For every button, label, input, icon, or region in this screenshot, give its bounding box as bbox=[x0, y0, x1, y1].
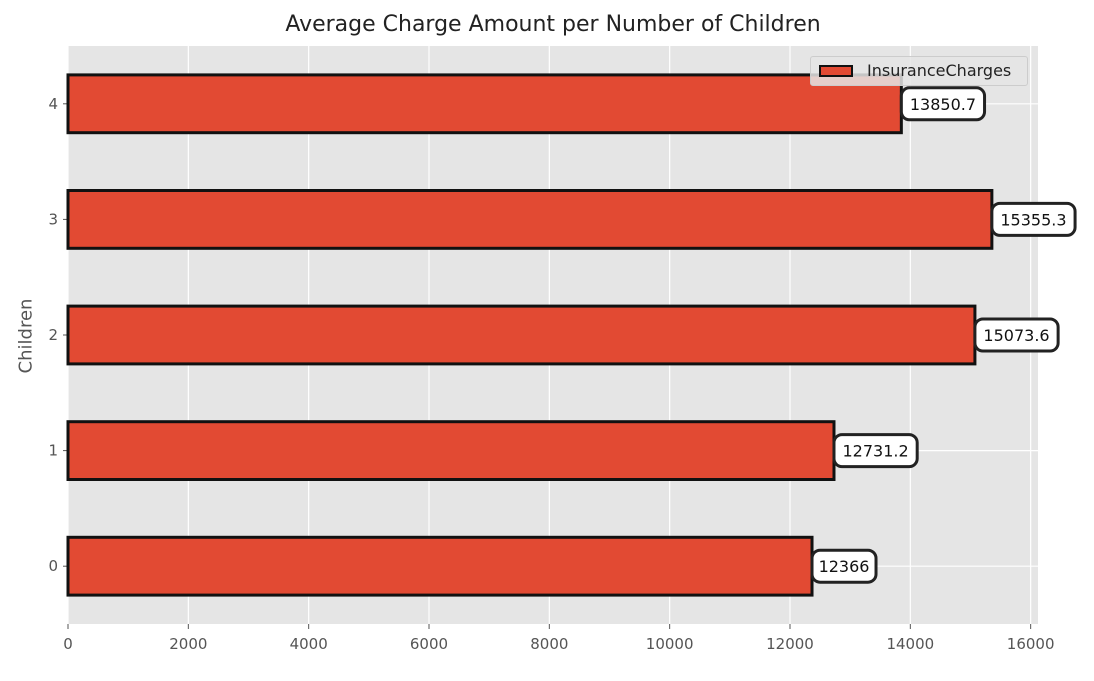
bar bbox=[66, 420, 836, 482]
bar bbox=[66, 535, 814, 597]
legend-label: InsuranceCharges bbox=[867, 61, 1012, 80]
chart-title: Average Charge Amount per Number of Chil… bbox=[285, 12, 821, 37]
data-label: 12731.2 bbox=[843, 442, 909, 461]
y-tick-label: 4 bbox=[48, 95, 58, 113]
legend-swatch bbox=[819, 65, 853, 77]
bar bbox=[66, 73, 903, 135]
x-tick-label: 12000 bbox=[766, 635, 814, 653]
x-tick-label: 4000 bbox=[290, 635, 328, 653]
data-label-box bbox=[832, 433, 919, 469]
data-label-box bbox=[810, 548, 878, 584]
x-tick-label: 16000 bbox=[1007, 635, 1055, 653]
data-label-box bbox=[973, 317, 1060, 353]
y-tick-label: 0 bbox=[48, 557, 58, 575]
data-label: 15073.6 bbox=[983, 326, 1049, 345]
x-tick-label: 0 bbox=[63, 635, 73, 653]
x-tick-label: 8000 bbox=[530, 635, 568, 653]
data-label: 12366 bbox=[819, 557, 870, 576]
bar bbox=[66, 304, 977, 366]
data-label: 13850.7 bbox=[910, 95, 976, 114]
legend: InsuranceCharges bbox=[810, 56, 1028, 86]
x-tick-label: 2000 bbox=[169, 635, 207, 653]
x-tick-label: 10000 bbox=[646, 635, 694, 653]
data-label-box bbox=[990, 201, 1077, 237]
y-tick-label: 3 bbox=[48, 210, 58, 228]
x-tick-label: 6000 bbox=[410, 635, 448, 653]
data-label: 15355.3 bbox=[1000, 210, 1066, 229]
y-tick-label: 2 bbox=[48, 326, 58, 344]
data-label-box bbox=[899, 86, 987, 122]
x-tick-label: 14000 bbox=[886, 635, 934, 653]
bar bbox=[66, 189, 994, 250]
y-tick-label: 1 bbox=[48, 442, 58, 460]
